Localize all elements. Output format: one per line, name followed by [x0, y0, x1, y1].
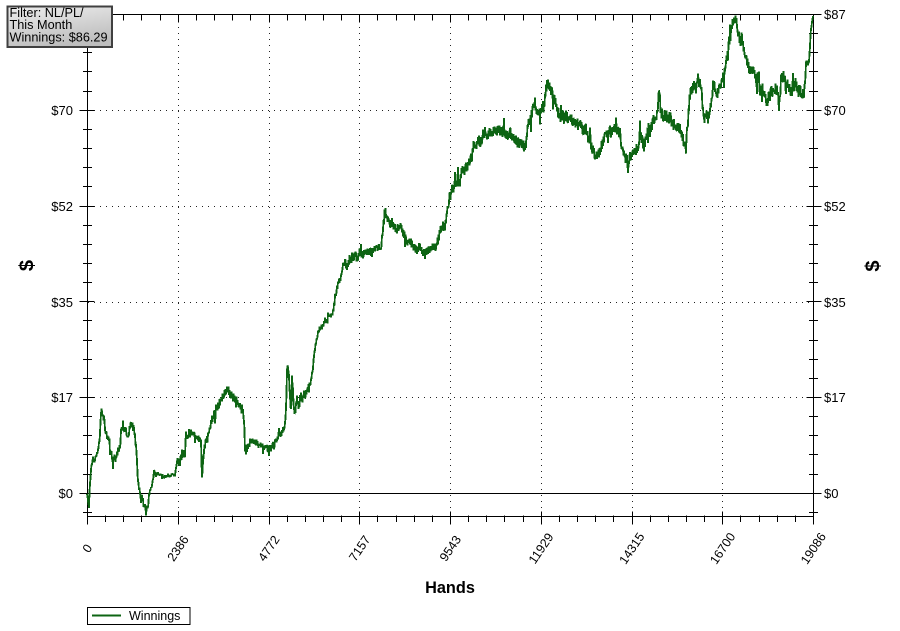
- svg-text:This Month: This Month: [10, 18, 73, 32]
- svg-text:Filter: NL/PL/: Filter: NL/PL/: [10, 6, 85, 20]
- svg-text:$87: $87: [824, 7, 846, 22]
- svg-text:$: $: [17, 260, 39, 271]
- svg-text:$0: $0: [824, 486, 838, 501]
- svg-text:Hands: Hands: [425, 579, 475, 597]
- svg-text:$35: $35: [51, 295, 73, 310]
- svg-text:$35: $35: [824, 295, 846, 310]
- svg-text:$70: $70: [51, 103, 73, 118]
- svg-text:$70: $70: [824, 103, 846, 118]
- svg-text:$52: $52: [51, 199, 73, 214]
- svg-text:$17: $17: [824, 390, 846, 405]
- svg-text:$17: $17: [51, 390, 73, 405]
- svg-text:$0: $0: [59, 486, 73, 501]
- svg-text:Winnings: Winnings: [129, 609, 180, 623]
- svg-text:$: $: [863, 260, 885, 271]
- svg-text:Winnings: $86.29: Winnings: $86.29: [10, 30, 108, 44]
- svg-text:$52: $52: [824, 199, 846, 214]
